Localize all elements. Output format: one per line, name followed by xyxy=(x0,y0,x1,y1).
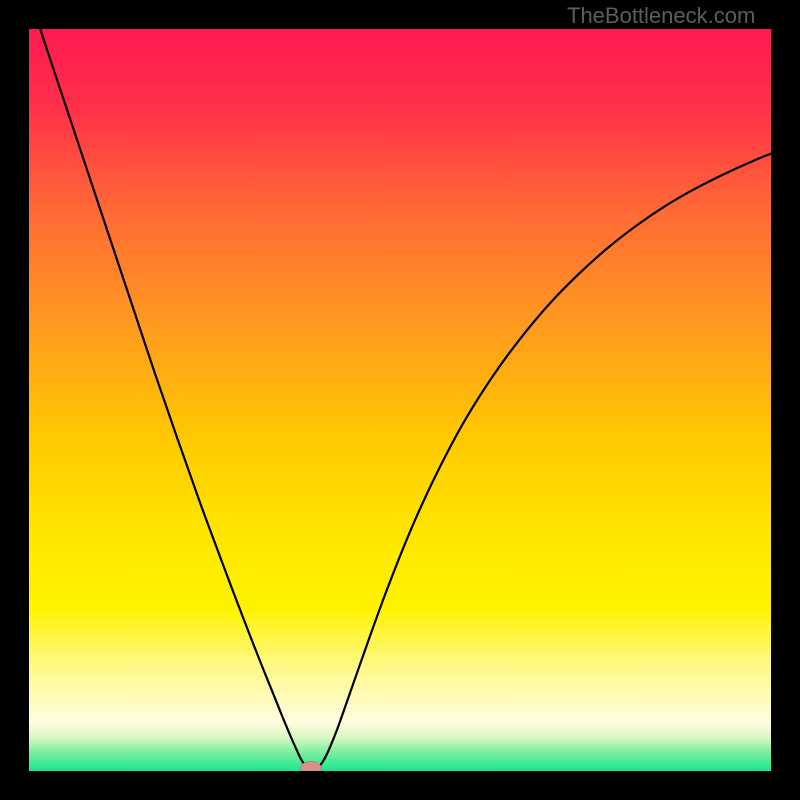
plot-area xyxy=(29,29,771,771)
watermark-text: TheBottleneck.com xyxy=(567,3,755,29)
gradient-background xyxy=(29,29,771,771)
chart-svg xyxy=(29,29,771,771)
